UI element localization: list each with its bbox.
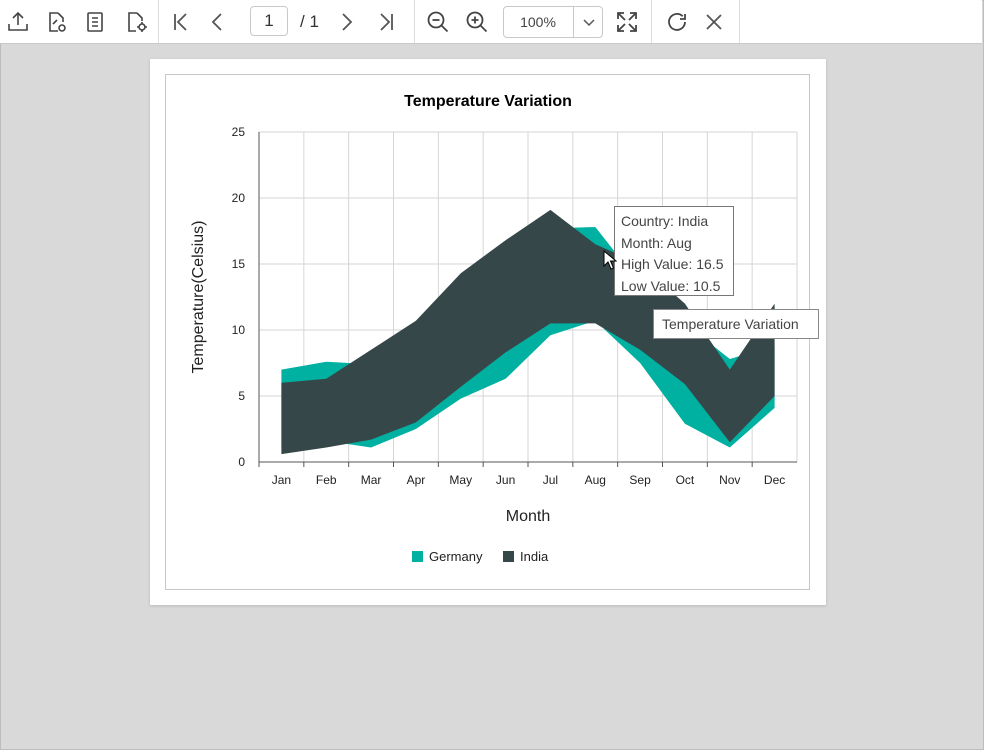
y-tick-label: 10 [232, 323, 246, 337]
print-button[interactable] [40, 6, 72, 38]
chevron-right-icon [342, 13, 353, 31]
y-axis-title: Temperature(Celsius) [190, 221, 207, 374]
tooltip-month: Month: Aug [621, 234, 692, 251]
close-icon [706, 14, 722, 30]
legend-label: Germany [429, 549, 483, 564]
hover-tooltip: Temperature Variation [653, 309, 819, 339]
y-tick-label: 15 [232, 257, 246, 271]
chart-title: Temperature Variation [404, 93, 572, 110]
fit-page-button[interactable] [611, 6, 643, 38]
x-tick-label: Sep [629, 473, 651, 487]
x-tick-label: Mar [361, 473, 382, 487]
toolbar-separator [651, 0, 652, 43]
x-tick-label: May [449, 473, 472, 487]
zoom-out-icon [427, 11, 449, 33]
legend-item[interactable]: Germany [412, 549, 483, 564]
document-gear-icon [128, 12, 147, 32]
series-area-india[interactable] [281, 209, 775, 455]
x-axis-title: Month [506, 508, 550, 525]
x-tick-label: Nov [719, 473, 740, 487]
zoom-dropdown[interactable]: 100% [503, 6, 603, 38]
zoom-in-button[interactable] [461, 6, 493, 38]
zoom-out-button[interactable] [422, 6, 454, 38]
first-page-icon [174, 13, 187, 31]
legend-swatch [412, 551, 423, 562]
x-tick-label: Jul [543, 473, 558, 487]
first-page-button[interactable] [165, 6, 197, 38]
toolbar-separator [414, 0, 415, 43]
chevron-down-icon [583, 19, 595, 27]
refresh-button[interactable] [661, 6, 693, 38]
x-tick-label: Jan [272, 473, 291, 487]
x-tick-label: Aug [585, 473, 606, 487]
y-tick-label: 20 [232, 191, 246, 205]
y-tick-label: 0 [238, 455, 245, 469]
legend-label: India [520, 549, 549, 564]
tooltip-low: Low Value: 10.5 [621, 277, 721, 294]
fit-to-page-icon [617, 12, 637, 32]
x-tick-label: Jun [496, 473, 515, 487]
zoom-in-icon [466, 11, 488, 33]
x-tick-label: Dec [764, 473, 785, 487]
y-tick-label: 25 [232, 125, 246, 139]
page-setup-button[interactable] [79, 6, 111, 38]
document-lines-icon [87, 12, 103, 32]
chevron-left-icon [211, 13, 222, 31]
y-tick-label: 5 [238, 389, 245, 403]
refresh-icon [668, 13, 686, 31]
zoom-dropdown-toggle[interactable] [573, 7, 604, 37]
tooltip-country: Country: India [621, 213, 709, 229]
page-number-input[interactable]: 1 [250, 6, 288, 36]
last-page-icon [380, 13, 393, 31]
previous-page-button[interactable] [202, 6, 234, 38]
x-tick-label: Feb [316, 473, 337, 487]
chart-tooltip: Country: India Month: Aug High Value: 16… [614, 206, 734, 296]
parameters-button[interactable] [120, 6, 152, 38]
last-page-button[interactable] [370, 6, 402, 38]
mouse-cursor-icon [603, 250, 617, 270]
x-tick-label: Oct [676, 473, 695, 487]
legend-swatch [503, 551, 514, 562]
export-icon [8, 11, 28, 31]
next-page-button[interactable] [330, 6, 362, 38]
zoom-value[interactable]: 100% [520, 14, 556, 30]
toolbar-separator [158, 0, 159, 43]
tooltip-high: High Value: 16.5 [621, 256, 724, 272]
legend-item[interactable]: India [503, 549, 549, 564]
toolbar-separator [739, 0, 740, 43]
document-settings-icon [49, 12, 66, 32]
page-total-label: / 1 [300, 12, 319, 31]
export-button[interactable] [2, 6, 34, 38]
toolbar: 1 / 1 100% [0, 0, 982, 44]
range-area-chart[interactable]: 0 5 10 15 20 25 Jan Feb Mar Apr May Jun Jul Aug Sep Oct… [150, 59, 826, 605]
x-tick-label: Apr [407, 473, 426, 487]
close-button[interactable] [698, 6, 730, 38]
